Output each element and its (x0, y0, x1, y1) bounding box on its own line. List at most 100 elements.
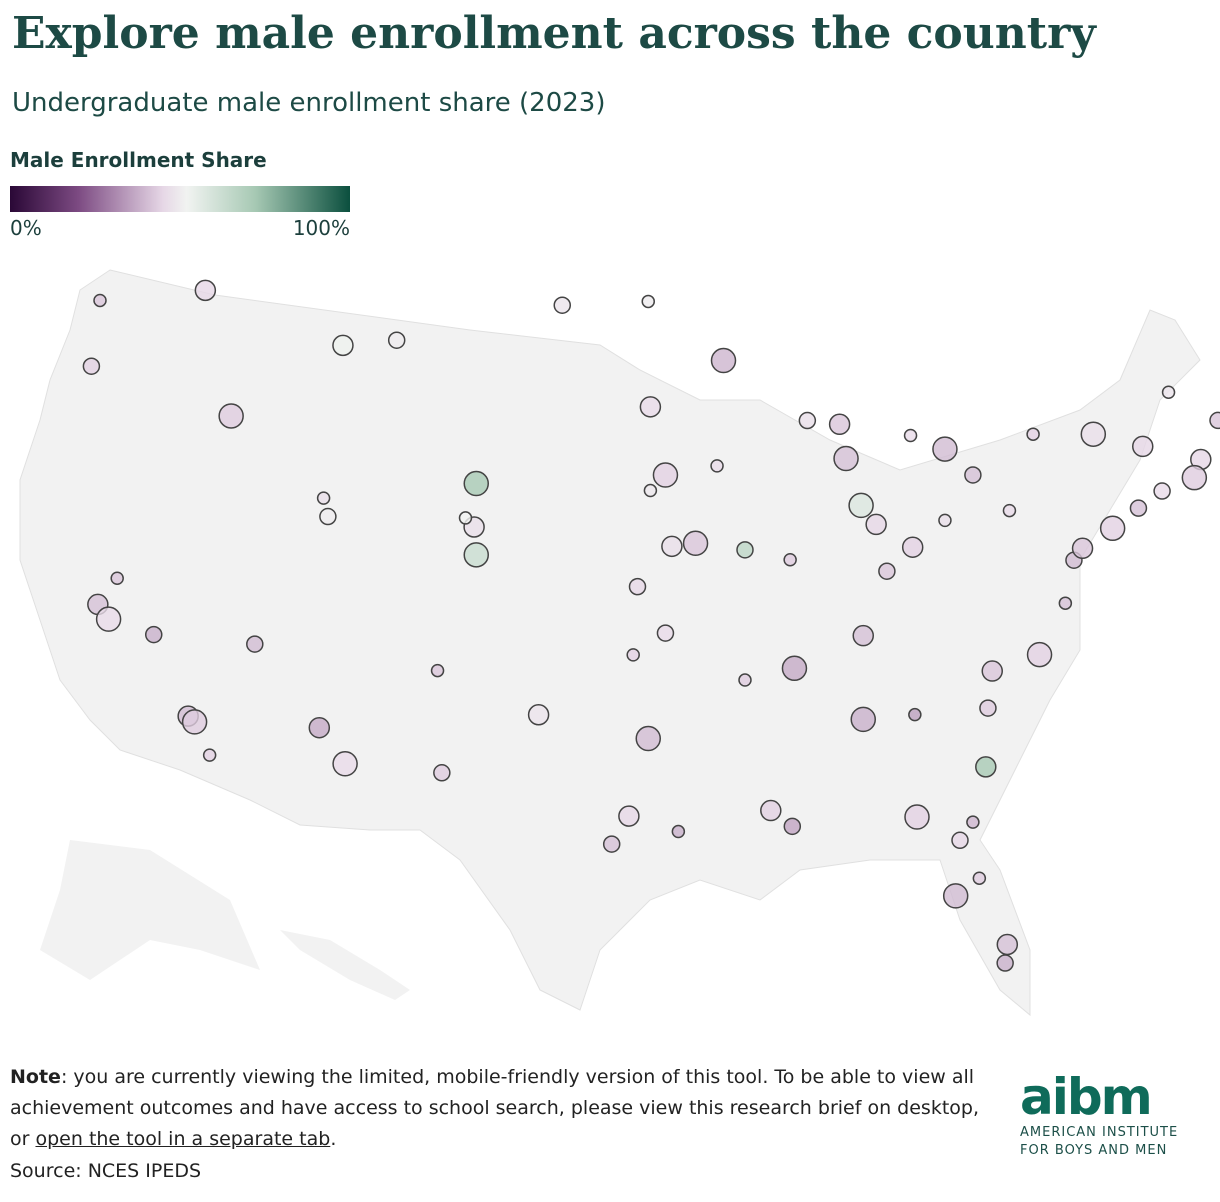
note-link[interactable]: open the tool in a separate tab (35, 1128, 331, 1150)
school-dot (332, 751, 358, 777)
school-dot (1129, 499, 1148, 517)
note: Note: you are currently viewing the limi… (10, 1062, 1000, 1155)
school-dot (332, 334, 354, 357)
school-dot (1002, 503, 1017, 518)
school-dot (652, 462, 679, 488)
note-text: : you are currently viewing the limited,… (10, 1066, 979, 1150)
hawaii (280, 930, 410, 1000)
us-outline (19, 269, 1201, 1017)
school-dot (901, 536, 924, 558)
legend-title: Male Enrollment Share (10, 148, 267, 172)
school-dot (904, 804, 930, 830)
school-dot (1099, 515, 1126, 542)
school-dot (463, 470, 489, 497)
school-dot (798, 411, 817, 430)
school-dot (972, 871, 987, 885)
school-dot (628, 577, 647, 596)
school-dot (181, 709, 208, 735)
school-dot (194, 279, 217, 302)
school-dot (1181, 464, 1208, 491)
school-dot (932, 436, 958, 462)
school-dot (1071, 537, 1094, 560)
school-dot (639, 396, 662, 418)
alaska (40, 840, 260, 980)
school-dot (781, 655, 808, 682)
school-dot (981, 660, 1003, 682)
school-dot (710, 347, 737, 374)
school-dot (553, 296, 571, 314)
legend-label: 100% (292, 216, 350, 240)
legend-gradient (10, 186, 350, 212)
school-dot (671, 824, 686, 839)
school-dot (996, 933, 1019, 956)
school-dot (738, 673, 752, 687)
school-dot (1209, 411, 1220, 430)
school-dot (661, 535, 683, 558)
school-dot (430, 663, 445, 678)
logo-line: AMERICAN INSTITUTE (1020, 1125, 1179, 1140)
school-dot (903, 428, 918, 443)
school-dot (852, 624, 874, 647)
school-dot (878, 562, 896, 580)
school-dot (95, 606, 122, 632)
school-dot (1026, 641, 1053, 668)
school-dot (463, 542, 489, 568)
school-dot (682, 530, 709, 557)
school-dot (641, 294, 655, 309)
school-dot (850, 706, 876, 733)
school-dot (828, 413, 851, 436)
school-dot (938, 513, 952, 528)
source: Source: NCES IPEDS (10, 1160, 202, 1182)
school-dot (848, 492, 874, 519)
school-dot (760, 799, 782, 822)
school-dot (618, 805, 640, 827)
legend-label: 0% (10, 216, 42, 240)
school-dot (626, 648, 640, 662)
map (19, 269, 1220, 1017)
logo: aibm AMERICAN INSTITUTE FOR BOYS AND MEN (1020, 1070, 1178, 1160)
school-dot (635, 725, 661, 752)
subtitle: Undergraduate male enrollment share (202… (12, 88, 606, 118)
school-dot (1080, 421, 1107, 447)
school-dot (433, 764, 451, 782)
school-dot (202, 748, 217, 762)
school-dot (319, 507, 337, 526)
title: Explore male enrollment across the count… (12, 8, 1096, 59)
school-dot (316, 491, 331, 505)
school-dot (145, 625, 163, 644)
school-dot (218, 403, 244, 429)
school-dot (246, 635, 264, 653)
school-dot (942, 883, 969, 909)
school-dot (602, 835, 621, 853)
school-dot (979, 699, 997, 717)
school-dot (996, 954, 1014, 972)
school-dot (951, 831, 969, 850)
school-dot (1026, 427, 1040, 441)
school-dot (710, 459, 724, 473)
school-dot (908, 707, 922, 722)
school-dot (865, 513, 887, 536)
logo-mark: aibm (1020, 1068, 1153, 1126)
school-dot (527, 704, 550, 726)
school-dot (110, 571, 124, 585)
school-dot (1058, 596, 1073, 610)
school-dot (643, 483, 658, 498)
school-dot (964, 466, 982, 484)
school-dot (783, 817, 802, 836)
school-dot (458, 511, 473, 525)
school-dot (783, 552, 797, 567)
school-dot (833, 445, 859, 472)
school-dot (387, 331, 406, 349)
school-dot (736, 541, 754, 559)
school-dot (656, 624, 675, 642)
school-dot (1132, 435, 1154, 458)
school-dot (82, 357, 101, 375)
school-dot (966, 815, 980, 829)
school-dot (308, 716, 331, 739)
school-dot (975, 756, 997, 778)
school-dot (93, 293, 107, 308)
school-dot (1153, 482, 1171, 500)
note-label: Note (10, 1066, 61, 1088)
school-dot (1161, 385, 1176, 399)
